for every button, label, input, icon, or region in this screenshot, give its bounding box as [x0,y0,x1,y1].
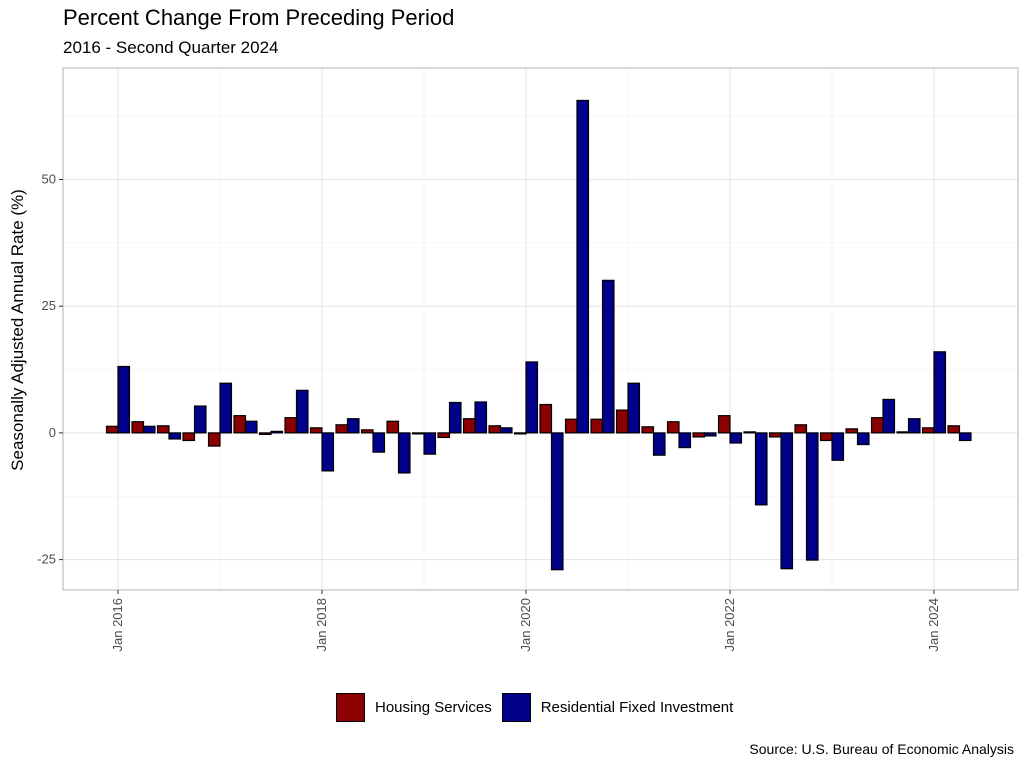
bar-residential-fixed-investment-17 [550,432,564,571]
bar-residential-fixed-investment-29 [856,432,870,446]
bar-residential-fixed-investment-1 [142,425,156,434]
bar-housing-services-4 [207,432,221,447]
bar-residential-fixed-investment-20 [627,382,641,434]
x-tick-label-4: Jan 2024 [926,598,941,652]
legend-item-residential-fixed-investment: Residential Fixed Investment [501,693,734,722]
legend-swatch-residential-fixed-investment [501,693,531,722]
bar-housing-services-10 [360,429,374,434]
bar-housing-services-12 [411,432,425,435]
bar-housing-services-13 [437,432,451,439]
bar-residential-fixed-investment-31 [907,418,921,434]
x-tick-label-2: Jan 2020 [518,598,533,652]
bar-residential-fixed-investment-0 [117,365,131,434]
legend-item-housing-services: Housing Services [336,693,492,722]
bar-residential-fixed-investment-21 [652,432,666,456]
bar-residential-fixed-investment-33 [958,432,972,442]
y-axis-label: Seasonally Adjusted Annual Rate (%) [8,189,27,471]
bar-residential-fixed-investment-26 [780,432,794,570]
y-tick-label-2: 25 [42,298,56,313]
x-tick-label-3: Jan 2022 [722,598,737,652]
legend: Housing Services Residential Fixed Inves… [336,693,743,722]
bar-housing-services-24 [717,415,731,434]
plot-background [63,68,1018,590]
bar-residential-fixed-investment-4 [219,382,233,434]
bar-residential-fixed-investment-15 [499,427,513,434]
bar-residential-fixed-investment-23 [703,432,717,437]
bar-housing-services-30 [870,417,884,434]
bar-housing-services-20 [615,409,629,434]
bar-residential-fixed-investment-19 [601,279,615,434]
bar-residential-fixed-investment-14 [474,401,488,434]
bar-housing-services-14 [462,418,476,434]
bar-chart: -25 0 25 50 Jan 2016 Jan 2018 Jan 2020 Jan 202… [8,67,1019,652]
chart-title: Percent Change From Preceding Period [63,5,455,30]
y-tick-label-3: 50 [42,171,56,186]
bar-residential-fixed-investment-6 [270,430,284,434]
bar-housing-services-27 [794,424,808,434]
bar-residential-fixed-investment-25 [754,432,768,506]
bar-residential-fixed-investment-3 [193,405,207,434]
y-tick-label-1: 0 [49,425,56,440]
legend-label-housing-services: Housing Services [375,699,492,716]
bar-residential-fixed-investment-13 [448,401,462,434]
bar-housing-services-18 [564,418,578,434]
bar-housing-services-22 [666,421,680,434]
x-tick-label-0: Jan 2016 [110,598,125,652]
bar-housing-services-16 [513,432,527,435]
plot-border [62,67,1019,591]
bar-housing-services-7 [284,417,298,434]
bar-housing-services-0 [105,425,119,434]
bar-residential-fixed-investment-5 [244,420,258,434]
bar-housing-services-26 [768,432,782,438]
y-tick-label-0: -25 [37,552,56,567]
bar-residential-fixed-investment-30 [882,398,896,434]
bar-residential-fixed-investment-2 [168,432,182,440]
chart-subtitle: 2016 - Second Quarter 2024 [63,38,279,57]
legend-swatch-housing-services [336,693,365,722]
bar-housing-services-17 [539,403,553,434]
bar-housing-services-1 [131,421,145,434]
bar-residential-fixed-investment-22 [678,432,692,449]
bar-residential-fixed-investment-9 [346,418,360,434]
bar-housing-services-29 [845,428,859,434]
bar-residential-fixed-investment-32 [933,351,947,434]
bar-housing-services-32 [921,427,935,434]
bar-residential-fixed-investment-16 [525,361,539,434]
bar-residential-fixed-investment-24 [729,432,743,444]
source-note: Source: U.S. Bureau of Economic Analysis [749,741,1014,757]
x-tick-label-1: Jan 2018 [314,598,329,652]
legend-label-residential-fixed-investment: Residential Fixed Investment [540,699,734,716]
bar-housing-services-25 [743,431,757,434]
bar-housing-services-19 [590,418,604,434]
bar-residential-fixed-investment-7 [295,389,309,434]
bar-housing-services-33 [947,425,961,434]
bar-residential-fixed-investment-12 [423,432,437,455]
bar-residential-fixed-investment-18 [576,99,590,434]
bar-housing-services-8 [309,427,323,434]
bar-housing-services-6 [258,432,272,436]
bar-housing-services-28 [819,432,833,442]
bar-housing-services-2 [156,425,170,434]
bar-residential-fixed-investment-11 [397,432,411,474]
bar-residential-fixed-investment-28 [831,432,845,461]
bar-housing-services-31 [896,431,910,434]
bar-residential-fixed-investment-10 [372,432,386,453]
bar-housing-services-5 [233,415,247,434]
bar-residential-fixed-investment-27 [805,432,819,561]
bar-housing-services-3 [182,432,196,442]
bar-residential-fixed-investment-8 [321,432,335,472]
bar-housing-services-11 [386,420,400,434]
bar-housing-services-23 [692,432,706,438]
bar-housing-services-9 [335,424,349,434]
bar-housing-services-21 [641,426,655,434]
bar-housing-services-15 [488,425,502,434]
